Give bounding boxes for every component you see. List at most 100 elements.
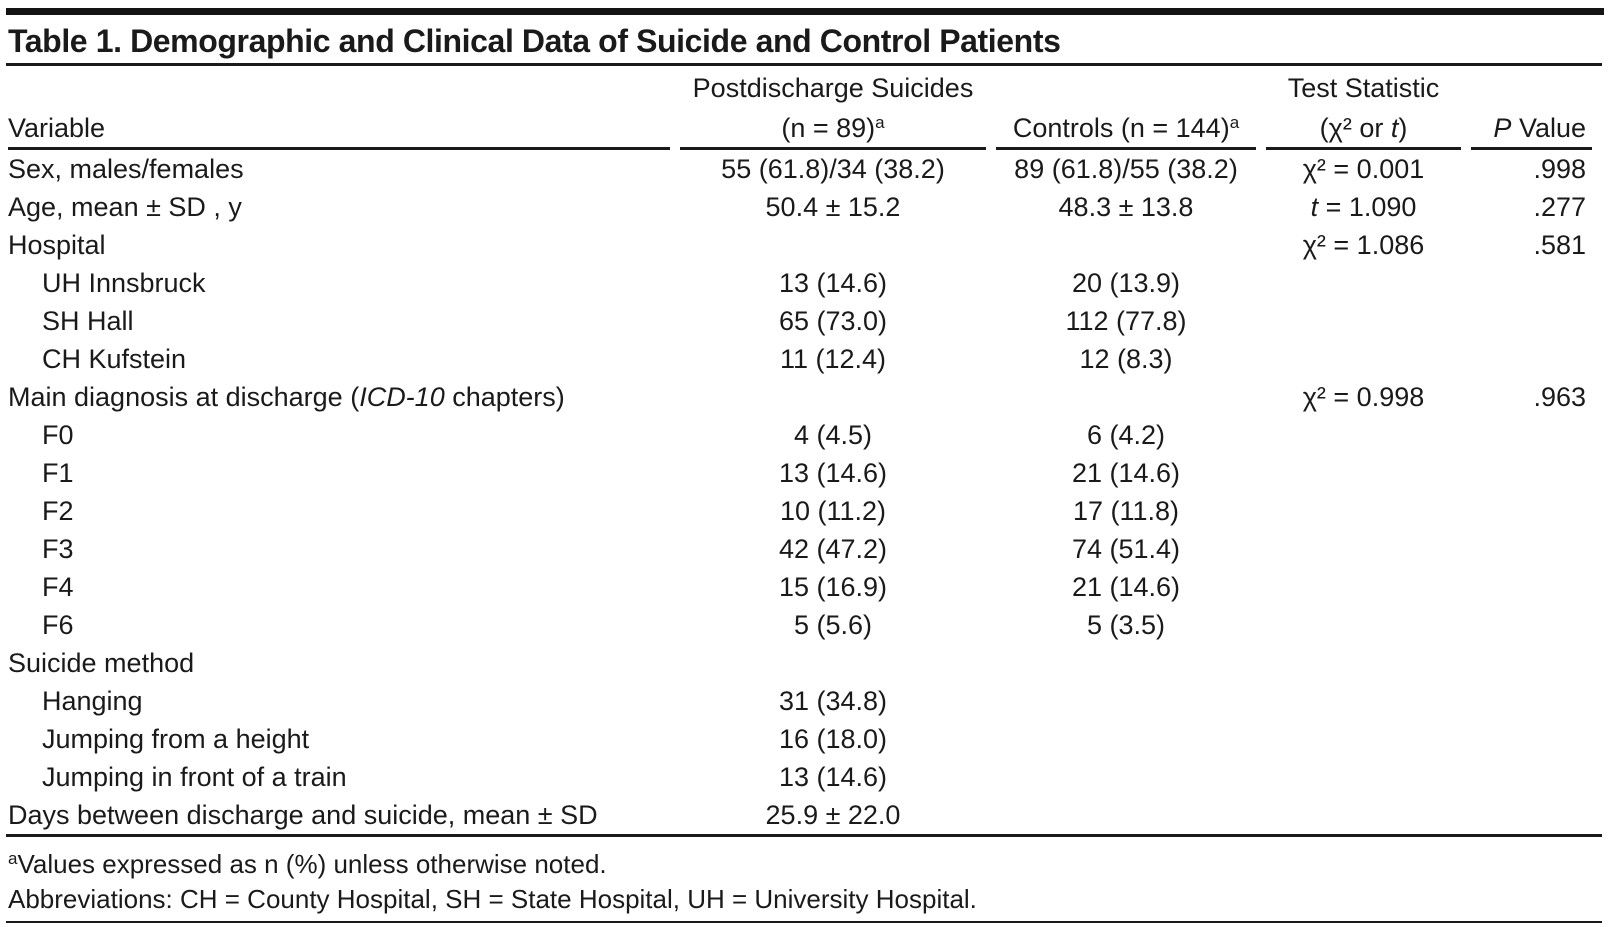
header-pvalue: P Value: [1471, 104, 1592, 150]
controls-value: 21 (14.6): [1071, 457, 1181, 488]
suicides-value: 50.4 ± 15.2: [765, 191, 901, 222]
suicides-value: 13 (14.6): [778, 457, 888, 488]
header-controls: Controls (n = 144)a: [996, 104, 1256, 150]
p-value: [1471, 492, 1592, 530]
controls-value: [996, 796, 1256, 834]
test-statistic-value: [1266, 682, 1461, 720]
row-label: Hanging: [8, 682, 670, 720]
table-body: Sex, males/females 55 (61.8)/34 (38.2) 8…: [8, 150, 1592, 834]
test-statistic-value: [1266, 720, 1461, 758]
controls-value: 20 (13.9): [1071, 267, 1181, 298]
table-row: Main diagnosis at discharge (ICD-10 chap…: [8, 378, 1592, 416]
header-suicides-line2: (n = 89)a: [680, 104, 986, 150]
table-row: Days between discharge and suicide, mean…: [8, 796, 1592, 834]
row-label: F4: [8, 568, 670, 606]
test-statistic-value: [1266, 416, 1461, 454]
top-heavy-rule: [6, 8, 1604, 15]
test-statistic-value: [1266, 758, 1461, 796]
row-label: Suicide method: [8, 644, 670, 682]
p-value: [1471, 568, 1592, 606]
suicides-value: 15 (16.9): [778, 571, 888, 602]
p-value: [1471, 302, 1592, 340]
controls-value: [996, 682, 1256, 720]
row-label-text: SH Hall: [42, 305, 134, 336]
row-label-text: Suicide method: [8, 647, 195, 678]
row-label: Jumping from a height: [8, 720, 670, 758]
row-label: Jumping in front of a train: [8, 758, 670, 796]
controls-value: [996, 226, 1256, 264]
p-value: [1471, 606, 1592, 644]
row-label-text: Main diagnosis at discharge (: [8, 381, 360, 412]
row-label: Main diagnosis at discharge (ICD-10 chap…: [8, 378, 670, 416]
test-rest-part: χ² = 1.086: [1302, 229, 1425, 260]
controls-value: 48.3 ± 13.8: [1058, 191, 1194, 222]
row-label-text: Jumping from a height: [42, 723, 310, 754]
suicides-value: 4 (4.5): [793, 419, 873, 450]
bottom-rule: [6, 921, 1602, 923]
controls-value: 89 (61.8)/55 (38.2): [1014, 153, 1238, 184]
table-row: Suicide method: [8, 644, 1592, 682]
p-value: [1471, 264, 1592, 302]
row-label: Age, mean ± SD , y: [8, 188, 670, 226]
test-stat-pre: (χ² or: [1319, 113, 1391, 143]
controls-value: 17 (11.8): [1072, 495, 1180, 526]
controls-value: 6 (4.2): [1086, 419, 1166, 450]
p-value: [1471, 340, 1592, 378]
header-test-line2: (χ² or t): [1266, 104, 1461, 150]
suicides-value: 31 (34.8): [778, 685, 888, 716]
table-row: Hanging 31 (34.8): [8, 682, 1592, 720]
p-symbol: P: [1493, 113, 1512, 143]
table-row: Jumping in front of a train 13 (14.6): [8, 758, 1592, 796]
row-label-text: Days between discharge and suicide, mean…: [8, 799, 598, 830]
header-controls-spacer: [996, 66, 1256, 104]
row-label-text: Sex, males/females: [8, 153, 244, 184]
suicides-value: 65 (73.0): [778, 305, 888, 336]
header-pvalue-spacer: [1471, 66, 1592, 104]
title-divider-rule: [6, 63, 1602, 66]
table-row: F2 10 (11.2) 17 (11.8): [8, 492, 1592, 530]
row-label: F2: [8, 492, 670, 530]
test-statistic-value: [1266, 492, 1461, 530]
controls-n-label: Controls (n = 144): [1012, 113, 1230, 143]
suicides-footnote-marker: a: [875, 113, 885, 132]
suicides-value: 13 (14.6): [778, 761, 888, 792]
footnote-values-text: Values expressed as n (%) unless otherwi…: [17, 849, 607, 879]
controls-value: 5 (3.5): [1086, 609, 1166, 640]
controls-value: [996, 720, 1256, 758]
table-row: F4 15 (16.9) 21 (14.6): [8, 568, 1592, 606]
suicides-value: 25.9 ± 22.0: [765, 799, 901, 830]
row-label: F1: [8, 454, 670, 492]
row-label: Days between discharge and suicide, mean…: [8, 796, 670, 834]
test-statistic-value: χ² = 0.998: [1266, 378, 1461, 416]
test-statistic-value: t = 1.090: [1266, 188, 1461, 226]
table-row: F6 5 (5.6) 5 (3.5): [8, 606, 1592, 644]
row-label-text: F3: [42, 533, 74, 564]
table-row: Jumping from a height 16 (18.0): [8, 720, 1592, 758]
test-statistic-value: χ² = 0.001: [1266, 150, 1461, 188]
table-row: UH Innsbruck 13 (14.6) 20 (13.9): [8, 264, 1592, 302]
row-label-text: Hospital: [8, 229, 106, 260]
test-statistic-value: [1266, 454, 1461, 492]
row-label-italic: ICD-10: [359, 381, 445, 412]
controls-value: 21 (14.6): [1071, 571, 1181, 602]
table-row: SH Hall 65 (73.0) 112 (77.8): [8, 302, 1592, 340]
p-value: [1471, 416, 1592, 454]
row-label: F0: [8, 416, 670, 454]
suicides-value: 10 (11.2): [779, 495, 887, 526]
p-value: [1471, 796, 1592, 834]
footnotes: aValues expressed as n (%) unless otherw…: [8, 841, 1610, 917]
p-value: [1471, 530, 1592, 568]
p-value: [1471, 758, 1592, 796]
header-row-2: Variable (n = 89)a Controls (n = 144)a (…: [8, 104, 1592, 150]
row-label: Sex, males/females: [8, 150, 670, 188]
controls-value: 112 (77.8): [1065, 305, 1187, 336]
p-value: [1471, 454, 1592, 492]
p-value: .998: [1533, 153, 1586, 184]
test-rest-part: χ² = 0.998: [1302, 381, 1425, 412]
test-rest-part: = 1.090: [1318, 191, 1417, 222]
test-statistic-value: [1266, 644, 1461, 682]
row-label-post: chapters): [444, 381, 565, 412]
row-label-text: F1: [42, 457, 74, 488]
test-statistic-value: [1266, 302, 1461, 340]
